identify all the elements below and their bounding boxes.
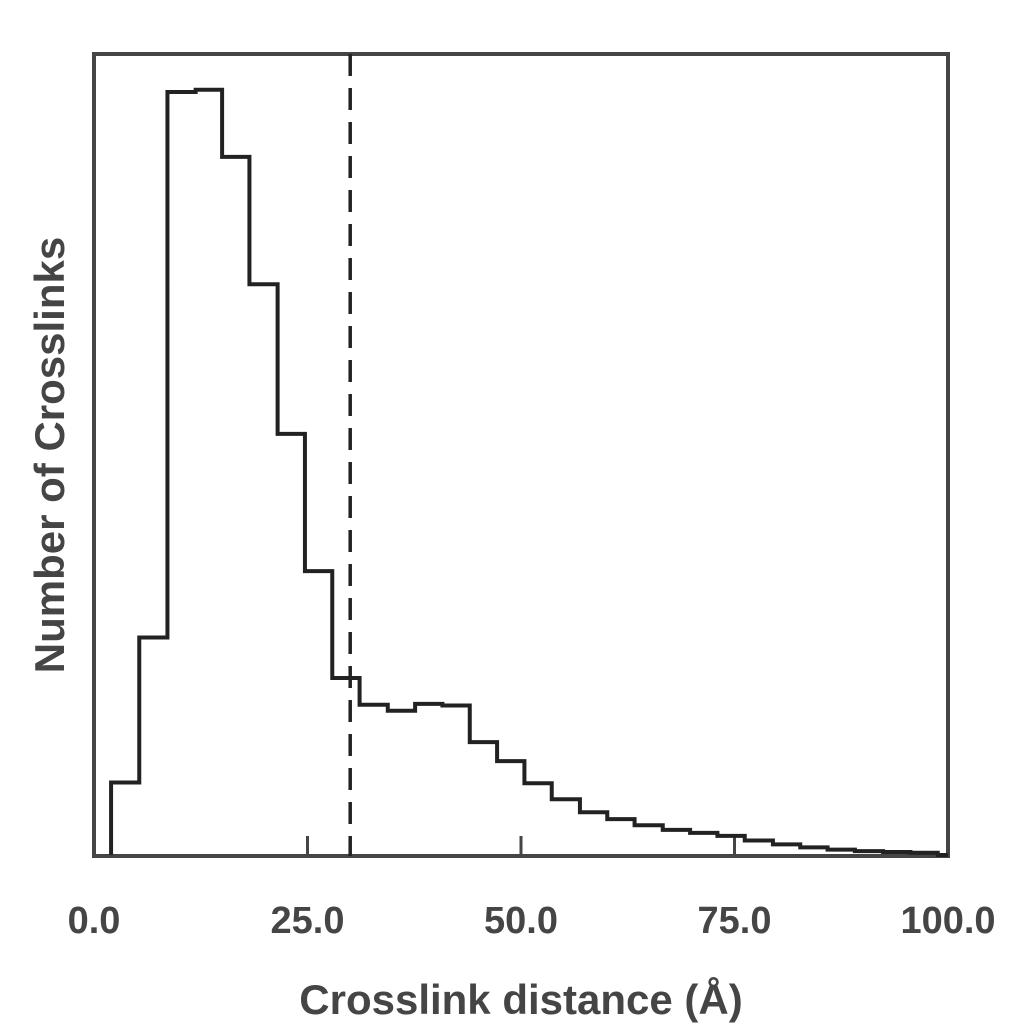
y-axis-title: Number of Crosslinks xyxy=(26,237,73,673)
x-tick-label: 25.0 xyxy=(271,900,345,942)
histogram-step-line xyxy=(109,87,948,857)
x-tick-label: 75.0 xyxy=(698,900,772,942)
x-tick-label: 100.0 xyxy=(900,900,995,942)
x-axis-ticks xyxy=(306,836,736,856)
x-axis-tick-labels: 0.0 25.0 50.0 75.0 100.0 xyxy=(68,900,996,942)
x-tick-label: 0.0 xyxy=(68,900,121,942)
x-tick-label: 50.0 xyxy=(484,900,558,942)
plot-frame xyxy=(92,52,950,858)
x-axis-title: Crosslink distance (Å) xyxy=(299,976,742,1023)
